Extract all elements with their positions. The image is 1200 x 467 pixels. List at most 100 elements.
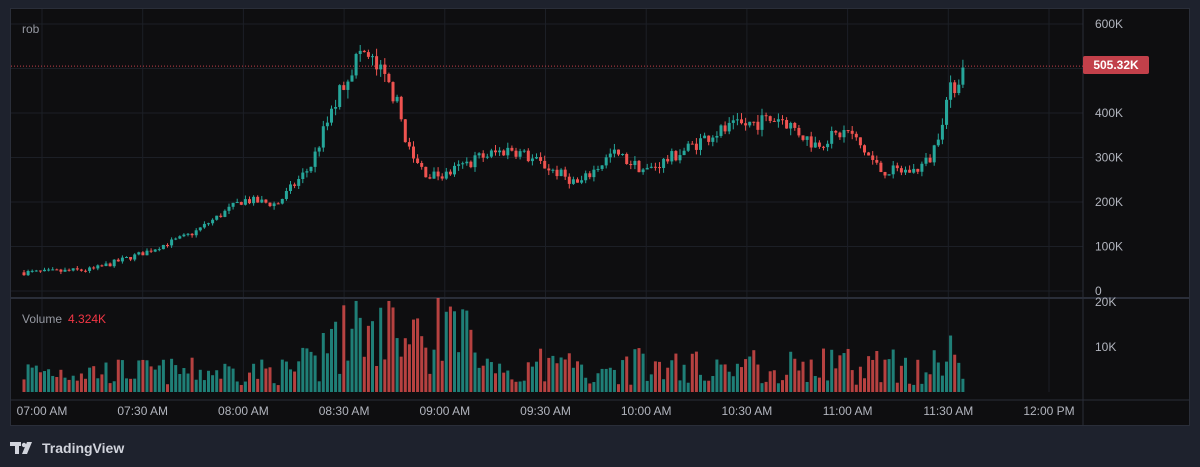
volume-bar [768,371,772,392]
volume-bar [362,356,366,392]
time-tick-label: 12:00 PM [1023,404,1074,418]
candle-body [342,85,346,90]
volume-bar [772,370,776,392]
candle-body [559,169,563,177]
volume-bar [518,381,522,392]
volume-bar [157,365,161,392]
candle-body [871,155,875,160]
volume-bar [949,335,953,392]
candle-body [51,269,55,271]
volume-bar [875,350,879,392]
candle-body [55,269,59,271]
volume-bar [653,361,657,392]
volume-bar [744,359,748,392]
candle-body [457,164,461,166]
candle-body [75,268,79,270]
volume-bar [366,325,370,392]
volume-bar [338,373,342,392]
candle-body [256,196,260,203]
volume-bar [38,372,42,392]
candle-body [272,203,276,207]
candle-body [592,169,596,178]
volume-bar [756,364,760,392]
volume-bar [526,362,530,392]
candle-body [120,257,124,262]
candle-body [883,171,887,176]
volume-bar [547,357,551,392]
volume-bar [371,321,374,392]
candle-body [325,122,329,127]
volume-bar [272,383,276,392]
candle-body [153,249,157,252]
volume-bar [576,361,579,392]
candle-body [59,269,63,272]
volume-bar [530,366,534,392]
candle-body [440,176,444,179]
volume-bar [510,379,514,392]
volume-bar [719,364,723,392]
volume-bar [887,359,891,392]
candle-body [38,270,42,272]
volume-bar [219,378,223,392]
volume-bar [945,361,948,392]
volume-bar [826,380,830,392]
volume-bar [399,356,403,392]
volume-bar [891,349,895,392]
candle-body [600,165,604,169]
candle-body [830,130,834,144]
candle-body [949,82,953,100]
price-tick-label: 600K [1095,17,1123,31]
volume-bar [198,369,202,392]
volume-bar [330,328,333,392]
volume-bar [596,373,600,392]
volume-bar [202,380,206,392]
volume-bar [588,383,592,392]
volume-bar [932,350,936,392]
volume-bar [682,364,686,392]
volume-bar [830,349,834,392]
time-tick-label: 08:00 AM [218,404,269,418]
volume-bar [243,381,247,392]
volume-bar [481,365,485,392]
candle-body [391,82,395,102]
candle-body [928,157,932,163]
candle-body [219,215,223,217]
candle-body [608,153,612,158]
volume-bar [182,368,186,392]
volume-bar [580,364,584,392]
candle-body [453,165,456,175]
candle-body [22,272,26,276]
volume-bar [161,359,165,392]
candle-body [936,139,940,146]
candle-body [822,146,825,148]
volume-bar [674,353,678,392]
candle-body [43,269,46,272]
volume-bar [649,374,653,392]
volume-bar [407,344,411,392]
volume-bar [895,382,899,392]
candle-body [428,177,432,179]
candle-body [916,168,920,172]
tradingview-footer[interactable]: TradingView [10,438,124,458]
volume-bar [961,378,965,392]
volume-bar [731,376,735,392]
volume-bar [727,371,731,392]
candle-body [522,150,526,152]
candle-body [612,149,616,154]
candle-body [469,161,473,168]
candle-body [682,150,686,156]
candle-body [867,152,871,156]
volume-bar [469,329,473,392]
volume-bar [280,359,284,392]
candle-body [699,138,702,150]
candle-body [711,137,715,142]
candle-body [198,227,202,231]
candle-body [334,107,338,109]
candle-body [555,169,559,177]
candle-body [641,169,645,173]
volume-bar [813,376,817,392]
candle-body [112,259,116,267]
volume-bar [79,373,83,392]
